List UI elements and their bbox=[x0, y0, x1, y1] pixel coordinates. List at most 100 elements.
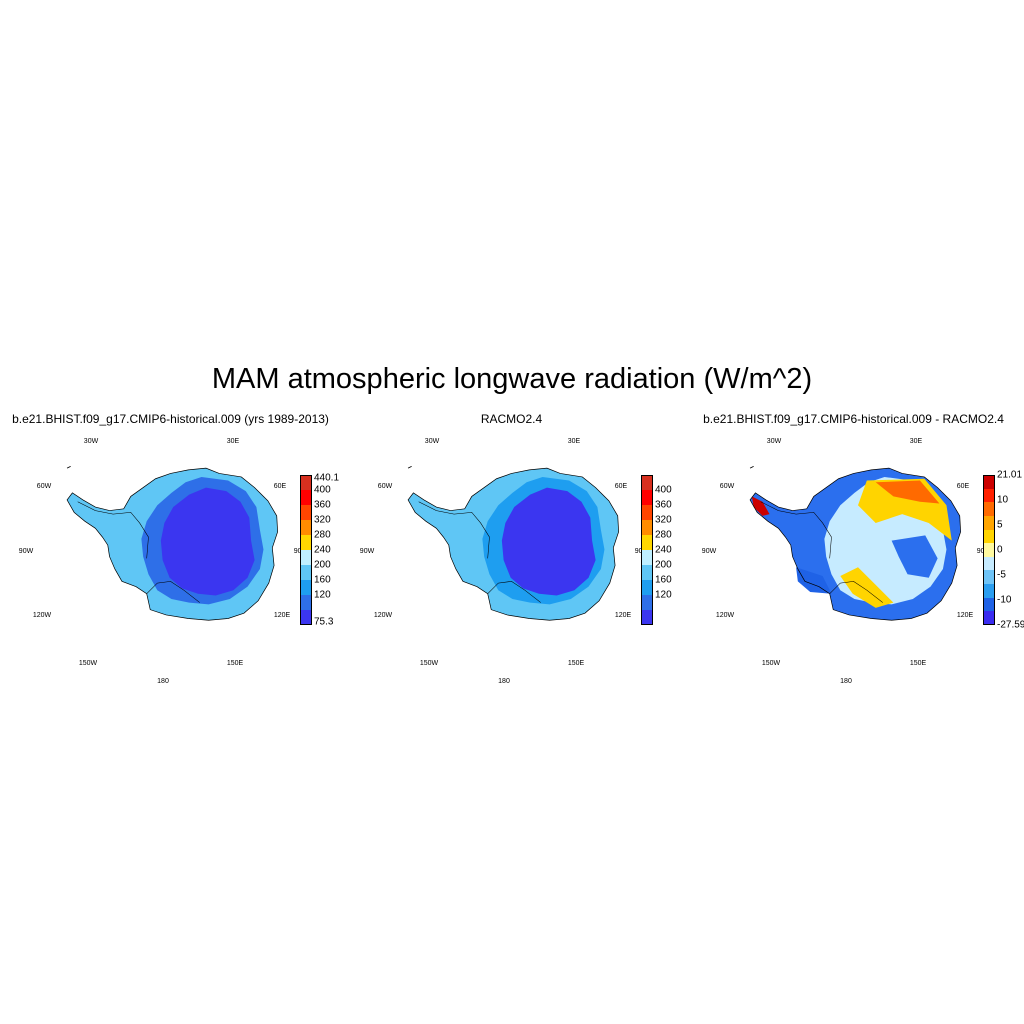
colorbar-box bbox=[641, 565, 653, 580]
colorbar-tick-label: -5 bbox=[997, 569, 1006, 581]
longitude-label: 60E bbox=[614, 483, 628, 490]
longitude-label: 120W bbox=[715, 612, 735, 619]
colorbar-box bbox=[300, 610, 312, 625]
panel-title: RACMO2.4 bbox=[480, 412, 543, 426]
colorbar-box bbox=[300, 565, 312, 580]
longitude-label: 150E bbox=[909, 660, 927, 667]
panel-model: b.e21.BHIST.f09_g17.CMIP6-historical.009… bbox=[0, 405, 341, 695]
colorbar-box bbox=[641, 580, 653, 595]
anomaly-fill bbox=[840, 567, 894, 608]
panel-racmo: RACMO2.4 30W30E60W60E90W90E120W120E150W1… bbox=[341, 405, 682, 695]
coastline bbox=[749, 465, 754, 469]
colorbar bbox=[641, 475, 653, 625]
colorbar-box bbox=[983, 475, 995, 489]
colorbar-box bbox=[300, 475, 312, 490]
grounding-line bbox=[146, 581, 200, 603]
antarctica-map bbox=[749, 465, 961, 621]
colorbar-tick-label: 21.01 bbox=[997, 469, 1023, 481]
colorbar-box bbox=[641, 550, 653, 565]
grounding-line bbox=[487, 581, 541, 603]
ice-sheet-fill bbox=[501, 487, 596, 596]
longitude-label: 30W bbox=[766, 438, 782, 445]
colorbar-tick-label: 320 bbox=[314, 514, 331, 526]
longitude-label: 30W bbox=[424, 438, 440, 445]
colorbar-tick-label: 280 bbox=[655, 529, 672, 541]
coastline bbox=[407, 465, 412, 469]
anomaly-fill bbox=[891, 535, 938, 578]
colorbar-box bbox=[300, 535, 312, 550]
colorbar-tick-label: 75.3 bbox=[314, 616, 334, 628]
longitude-label: 150E bbox=[226, 660, 244, 667]
longitude-label: 120E bbox=[614, 612, 632, 619]
longitude-label: 150W bbox=[78, 660, 98, 667]
colorbar-box bbox=[300, 550, 312, 565]
colorbar-box bbox=[641, 610, 653, 625]
colorbar-tick-label: 200 bbox=[314, 559, 331, 571]
colorbar-box bbox=[983, 556, 995, 571]
colorbar-tick-label: 160 bbox=[655, 574, 672, 586]
longitude-label: 30E bbox=[567, 438, 581, 445]
colorbar-box bbox=[641, 490, 653, 505]
antarctica-map bbox=[66, 465, 278, 621]
longitude-label: 90W bbox=[359, 548, 375, 555]
longitude-label: 120E bbox=[956, 612, 974, 619]
colorbar-tick-label: 160 bbox=[314, 574, 331, 586]
colorbar-box bbox=[300, 595, 312, 610]
panel-difference: b.e21.BHIST.f09_g17.CMIP6-historical.009… bbox=[683, 405, 1024, 695]
coastline bbox=[66, 465, 71, 469]
coastline bbox=[66, 467, 278, 621]
longitude-label: 150W bbox=[419, 660, 439, 667]
longitude-label: 120W bbox=[32, 612, 52, 619]
colorbar-tick-label: 200 bbox=[655, 559, 672, 571]
colorbar-tick-label: 400 bbox=[655, 484, 672, 496]
coastline bbox=[749, 467, 961, 621]
longitude-label: 60W bbox=[377, 483, 393, 490]
colorbar-box bbox=[641, 535, 653, 550]
longitude-label: 180 bbox=[157, 678, 169, 685]
colorbar-tick-label: 5 bbox=[997, 519, 1003, 531]
longitude-label: 90W bbox=[701, 548, 717, 555]
panel-title: b.e21.BHIST.f09_g17.CMIP6-historical.009… bbox=[703, 412, 1004, 426]
colorbar-tick-label: 240 bbox=[655, 544, 672, 556]
colorbar-box bbox=[983, 502, 995, 516]
colorbar-tick-label: 400 bbox=[314, 484, 331, 496]
colorbar-box bbox=[300, 490, 312, 505]
colorbar-tick-label: 280 bbox=[314, 529, 331, 541]
colorbar-tick-label: 120 bbox=[314, 589, 331, 601]
grounding-line bbox=[418, 501, 490, 559]
colorbar-box bbox=[983, 488, 995, 503]
longitude-label: 60E bbox=[956, 483, 970, 490]
colorbar-box bbox=[641, 520, 653, 535]
colorbar-tick-label: 320 bbox=[655, 514, 672, 526]
colorbar-box bbox=[983, 611, 995, 625]
longitude-label: 150E bbox=[567, 660, 585, 667]
longitude-label: 30E bbox=[909, 438, 923, 445]
anomaly-fill bbox=[875, 480, 940, 504]
colorbar-box bbox=[300, 505, 312, 520]
anomaly-fill bbox=[751, 496, 770, 516]
panel-title: b.e21.BHIST.f09_g17.CMIP6-historical.009… bbox=[12, 412, 329, 426]
coastline bbox=[407, 467, 619, 621]
anomaly-fill bbox=[796, 567, 832, 594]
colorbar bbox=[983, 475, 995, 625]
colorbar-tick-label: 360 bbox=[314, 499, 331, 511]
longitude-label: 30E bbox=[226, 438, 240, 445]
colorbar-box bbox=[983, 570, 995, 584]
colorbar-box bbox=[641, 505, 653, 520]
colorbar-tick-label: 0 bbox=[997, 544, 1003, 556]
grounding-line bbox=[77, 501, 149, 559]
grounding-line bbox=[829, 581, 883, 603]
colorbar-tick-label: 360 bbox=[655, 499, 672, 511]
colorbar-box bbox=[983, 584, 995, 598]
antarctica-map bbox=[407, 465, 619, 621]
colorbar-box bbox=[641, 595, 653, 610]
grounding-line bbox=[760, 501, 832, 559]
longitude-label: 60W bbox=[36, 483, 52, 490]
colorbar-tick-label: -27.59 bbox=[997, 619, 1024, 631]
longitude-label: 60W bbox=[719, 483, 735, 490]
colorbar-box bbox=[300, 580, 312, 595]
colorbar-tick-label: 440.1 bbox=[314, 472, 340, 484]
colorbar-box bbox=[983, 529, 995, 544]
colorbar-tick-label: 10 bbox=[997, 494, 1009, 506]
longitude-label: 90W bbox=[18, 548, 34, 555]
